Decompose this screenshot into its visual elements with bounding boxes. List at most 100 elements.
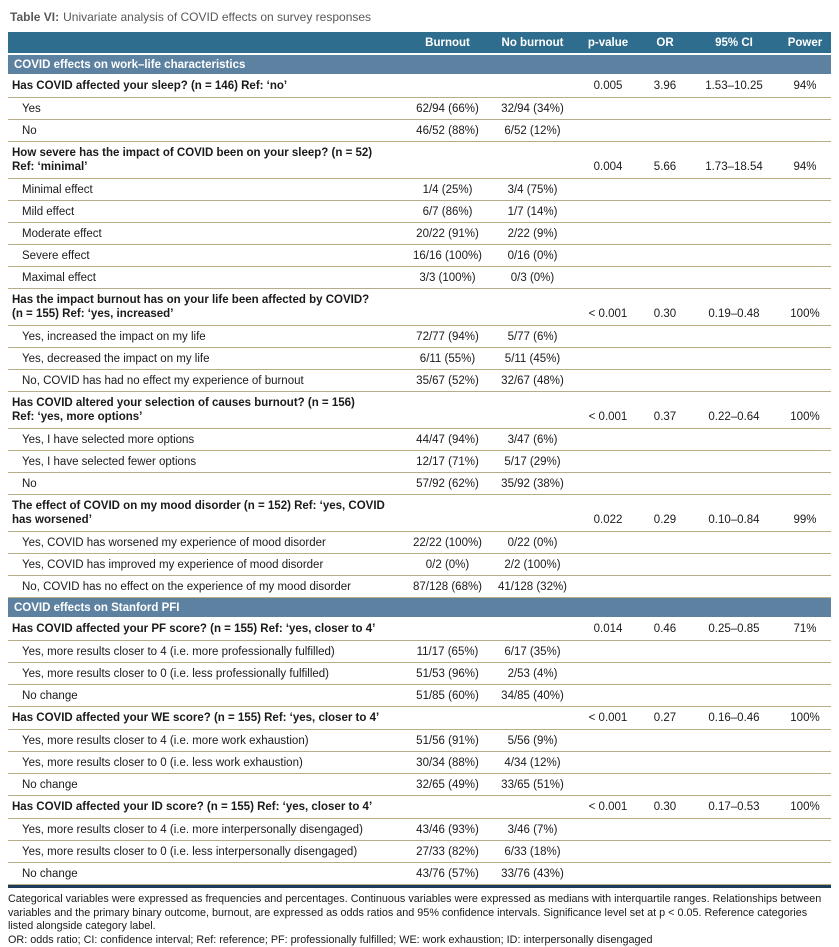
row-label-line: No <box>22 477 405 491</box>
row-label-line: Yes, more results closer to 4 (i.e. more… <box>22 734 405 748</box>
row-label-line: Ref: ‘minimal’ <box>12 160 405 174</box>
row-label: Minimal effect <box>8 183 405 197</box>
power-value: 71% <box>779 622 831 636</box>
burnout-value: 44/47 (94%) <box>405 433 490 447</box>
row-label: Yes, more results closer to 0 (i.e. less… <box>8 845 405 859</box>
table-title: Table VI: Univariate analysis of COVID ef… <box>10 10 831 24</box>
row-label-line: Yes, more results closer to 0 (i.e. less… <box>22 845 405 859</box>
no-burnout-value: 32/94 (34%) <box>490 102 575 116</box>
row-label: Yes, I have selected fewer options <box>8 455 405 469</box>
burnout-value: 1/4 (25%) <box>405 183 490 197</box>
ci-value: 0.25–0.85 <box>689 622 779 636</box>
no-burnout-value: 5/11 (45%) <box>490 352 575 366</box>
burnout-value: 0/2 (0%) <box>405 558 490 572</box>
burnout-value: 43/76 (57%) <box>405 867 490 881</box>
row-label-line: Maximal effect <box>22 271 405 285</box>
burnout-value: 51/53 (96%) <box>405 667 490 681</box>
row-label: Yes, more results closer to 4 (i.e. more… <box>8 645 405 659</box>
power-value: 100% <box>779 800 831 814</box>
row-label: No change <box>8 867 405 881</box>
burnout-value: 43/46 (93%) <box>405 823 490 837</box>
ci-value: 1.53–10.25 <box>689 79 779 93</box>
table-title-text: Univariate analysis of COVID effects on … <box>63 10 371 24</box>
no-burnout-value: 3/46 (7%) <box>490 823 575 837</box>
p-value: < 0.001 <box>575 410 641 424</box>
row-label-line: Mild effect <box>22 205 405 219</box>
p-value: < 0.001 <box>575 711 641 725</box>
data-row: Yes, COVID has improved my experience of… <box>8 554 831 576</box>
or-value: 0.29 <box>641 513 689 527</box>
burnout-value: 32/65 (49%) <box>405 778 490 792</box>
row-label-line: (n = 155) Ref: ‘yes, increased’ <box>12 307 405 321</box>
burnout-value: 62/94 (66%) <box>405 102 490 116</box>
data-row: Yes, more results closer to 0 (i.e. less… <box>8 663 831 685</box>
row-label-line: Yes, I have selected fewer options <box>22 455 405 469</box>
burnout-value: 6/11 (55%) <box>405 352 490 366</box>
row-label-line: Yes, more results closer to 0 (i.e. less… <box>22 756 405 770</box>
data-row: Yes, more results closer to 0 (i.e. less… <box>8 841 831 863</box>
table-title-label: Table VI: <box>10 10 59 24</box>
row-label-line: Has COVID affected your sleep? (n = 146)… <box>12 79 405 93</box>
no-burnout-value: 0/16 (0%) <box>490 249 575 263</box>
row-label: How severe has the impact of COVID been … <box>8 146 405 174</box>
footnotes: Categorical variables were expressed as … <box>8 893 831 947</box>
row-label: Yes, more results closer to 0 (i.e. less… <box>8 756 405 770</box>
or-value: 0.46 <box>641 622 689 636</box>
row-label: Has COVID affected your ID score? (n = 1… <box>8 800 405 814</box>
burnout-value: 51/85 (60%) <box>405 689 490 703</box>
power-value: 100% <box>779 410 831 424</box>
or-value: 0.27 <box>641 711 689 725</box>
no-burnout-value: 5/77 (6%) <box>490 330 575 344</box>
no-burnout-value: 6/17 (35%) <box>490 645 575 659</box>
col-header-burnout: Burnout <box>405 37 490 49</box>
row-label-line: Minimal effect <box>22 183 405 197</box>
row-label-line: Has COVID affected your PF score? (n = 1… <box>12 622 405 636</box>
burnout-value: 12/17 (71%) <box>405 455 490 469</box>
no-burnout-value: 5/56 (9%) <box>490 734 575 748</box>
row-label: Mild effect <box>8 205 405 219</box>
row-label-line: Has COVID altered your selection of caus… <box>12 396 405 410</box>
no-burnout-value: 5/17 (29%) <box>490 455 575 469</box>
no-burnout-value: 0/3 (0%) <box>490 271 575 285</box>
row-label: Yes, increased the impact on my life <box>8 330 405 344</box>
no-burnout-value: 3/47 (6%) <box>490 433 575 447</box>
section-header-row: COVID effects on work–life characteristi… <box>8 55 831 74</box>
burnout-value: 51/56 (91%) <box>405 734 490 748</box>
no-burnout-value: 2/53 (4%) <box>490 667 575 681</box>
section-label: COVID effects on work–life characteristi… <box>8 59 831 71</box>
row-label-line: Has COVID affected your ID score? (n = 1… <box>12 800 405 814</box>
power-value: 94% <box>779 160 831 174</box>
col-header-p-value: p-value <box>575 37 641 49</box>
no-burnout-value: 34/85 (40%) <box>490 689 575 703</box>
row-label: The effect of COVID on my mood disorder … <box>8 499 405 527</box>
row-label: Severe effect <box>8 249 405 263</box>
row-label-line: No change <box>22 778 405 792</box>
row-label-line: Has the impact burnout has on your life … <box>12 293 405 307</box>
burnout-value: 3/3 (100%) <box>405 271 490 285</box>
row-label-line: Has COVID affected your WE score? (n = 1… <box>12 711 405 725</box>
question-row: Has COVID affected your WE score? (n = 1… <box>8 707 831 730</box>
no-burnout-value: 33/76 (43%) <box>490 867 575 881</box>
section-label: COVID effects on Stanford PFI <box>8 602 831 614</box>
ci-value: 0.19–0.48 <box>689 307 779 321</box>
col-header-no-burnout: No burnout <box>490 37 575 49</box>
power-value: 94% <box>779 79 831 93</box>
row-label: No, COVID has had no effect my experienc… <box>8 374 405 388</box>
or-value: 3.96 <box>641 79 689 93</box>
power-value: 99% <box>779 513 831 527</box>
row-label: No change <box>8 689 405 703</box>
row-label: Yes <box>8 102 405 116</box>
no-burnout-value: 33/65 (51%) <box>490 778 575 792</box>
row-label-line: No, COVID has had no effect my experienc… <box>22 374 405 388</box>
row-label: Has COVID affected your sleep? (n = 146)… <box>8 79 405 93</box>
burnout-value: 46/52 (88%) <box>405 124 490 138</box>
